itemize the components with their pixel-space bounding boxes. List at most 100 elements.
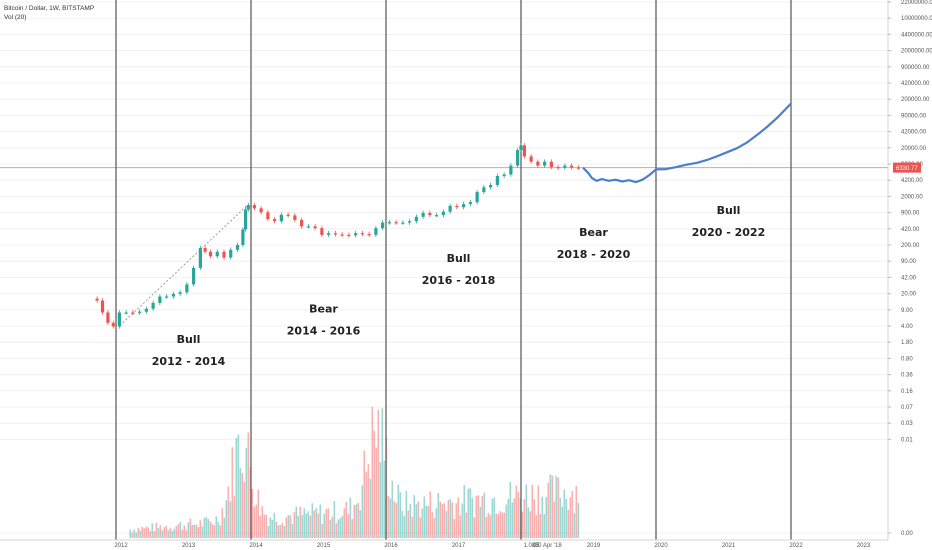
volume-bar [439,501,442,538]
volume-bar [411,516,414,538]
volume-bar [441,504,444,538]
volume-bar [287,515,290,538]
volume-bar [139,530,142,538]
volume-bar [397,484,400,538]
volume-bar [457,497,460,538]
volume-bar [475,495,478,538]
volume-bar [303,508,306,538]
volume-bar [279,525,282,538]
volume-bar [451,502,454,538]
volume-bar [353,504,356,538]
phase-years: 2020 - 2022 [692,226,765,239]
candle-body [138,311,142,313]
volume-bar [235,438,238,538]
volume-bar [541,496,544,538]
volume-bar [543,514,546,538]
candle-body [556,167,560,169]
volume-bar [383,460,386,538]
volume-bar [417,501,420,538]
y-axis[interactable]: 22000000.00 10000000.00 4400000.00 2000000.… [887,0,932,540]
candle-body [495,175,499,185]
volume-bar [349,497,352,538]
candle-body [340,234,344,236]
volume-bar [479,506,482,538]
y-tick-label: 9.00 [901,308,913,314]
volume-bar [253,506,256,538]
volume-bar [499,511,502,538]
candle-body [203,248,207,252]
volume-bar [193,524,196,538]
volume-bar [185,530,188,538]
volume-bar [447,500,450,538]
volume-bar [273,512,276,538]
volume-bar [299,506,302,538]
candle-body [185,284,189,293]
last-price-value: 6330.77 [896,166,918,172]
candle-body [347,234,351,237]
volume-bar [255,504,258,538]
y-tick-label: 4200.00 [901,178,923,184]
candle-body [387,222,391,224]
volume-bar [211,524,214,538]
last-price-tag: 6330.77 [893,162,921,173]
volume-bar [339,518,342,538]
volume-bar [311,503,314,538]
volume-bar [571,490,574,538]
volume-bar [517,491,520,538]
candle-body [244,209,248,230]
volume-bar [345,501,348,538]
volume-bar [205,516,208,538]
volume-bar [497,513,500,538]
x-tick-label: 2020 [654,543,668,549]
volume-bar [369,478,372,538]
phase-title: Bull [717,204,741,217]
volume-bar [187,522,190,538]
volume-bar [267,526,270,538]
candle-body [367,233,371,236]
phase-years: 2016 - 2018 [422,274,495,287]
candle-body [543,161,547,166]
y-tick-label: 22000000.00 [901,0,932,6]
volume-bar [297,516,300,538]
volume-bar [393,501,396,538]
volume-bar [337,519,340,538]
volume-bar [445,511,448,538]
chart-header: Bitcoin / Dollar, 1W, BITSTAMP Vol (20) [4,5,94,21]
projection-line [582,102,792,184]
candle-body [259,208,263,213]
volume-bar [209,521,212,538]
volume-bar [295,506,298,538]
candle-body [215,251,219,257]
candle-body [502,174,506,176]
candle-body [144,308,148,312]
volume-bar [215,516,218,538]
volume-bar [217,521,220,538]
volume-bar [531,484,534,538]
volume-bar [301,514,304,538]
volume-bar [313,510,316,538]
symbol-title: Bitcoin / Dollar, 1W, BITSTAMP [4,5,94,12]
candle-body [549,161,553,168]
candle-body [482,187,486,193]
candle-body [475,192,479,203]
volume-bar [325,509,328,538]
volume-bar [381,408,384,538]
candle-body [414,216,418,222]
volume-bar [491,498,494,538]
volume-bar [275,521,278,538]
candle-body [158,296,162,303]
volume-bar [525,484,528,538]
volume-bar [425,505,428,538]
volume-bar [169,527,172,538]
volume-bar [387,495,390,538]
volume-bar [493,497,496,538]
volume-bar [573,513,576,538]
volume-bar [225,500,228,538]
volume-bar [473,517,476,538]
volume-bar [231,447,234,538]
volume-bar [321,523,324,538]
volume-bar [535,515,538,538]
volume-bar [449,499,452,538]
